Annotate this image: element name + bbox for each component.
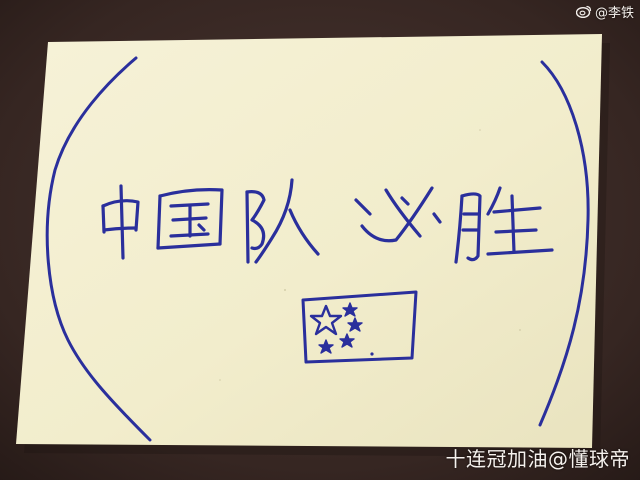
char-sheng	[454, 186, 554, 264]
note-card	[16, 34, 610, 457]
weibo-handle-watermark: @李铁	[575, 0, 634, 22]
flag-icon	[301, 290, 418, 364]
char-bi	[354, 186, 442, 243]
weibo-icon	[575, 5, 592, 18]
handwritten-text	[101, 178, 554, 264]
left-bracket-stroke	[45, 56, 152, 442]
char-dui	[245, 178, 320, 264]
paper-texture	[219, 129, 521, 381]
char-guo	[156, 188, 224, 250]
caption-watermark: 十连冠加油@懂球帝	[445, 447, 630, 471]
char-zhong	[101, 184, 140, 260]
right-bracket-stroke	[538, 60, 590, 427]
weibo-handle-text: @李铁	[594, 5, 634, 21]
